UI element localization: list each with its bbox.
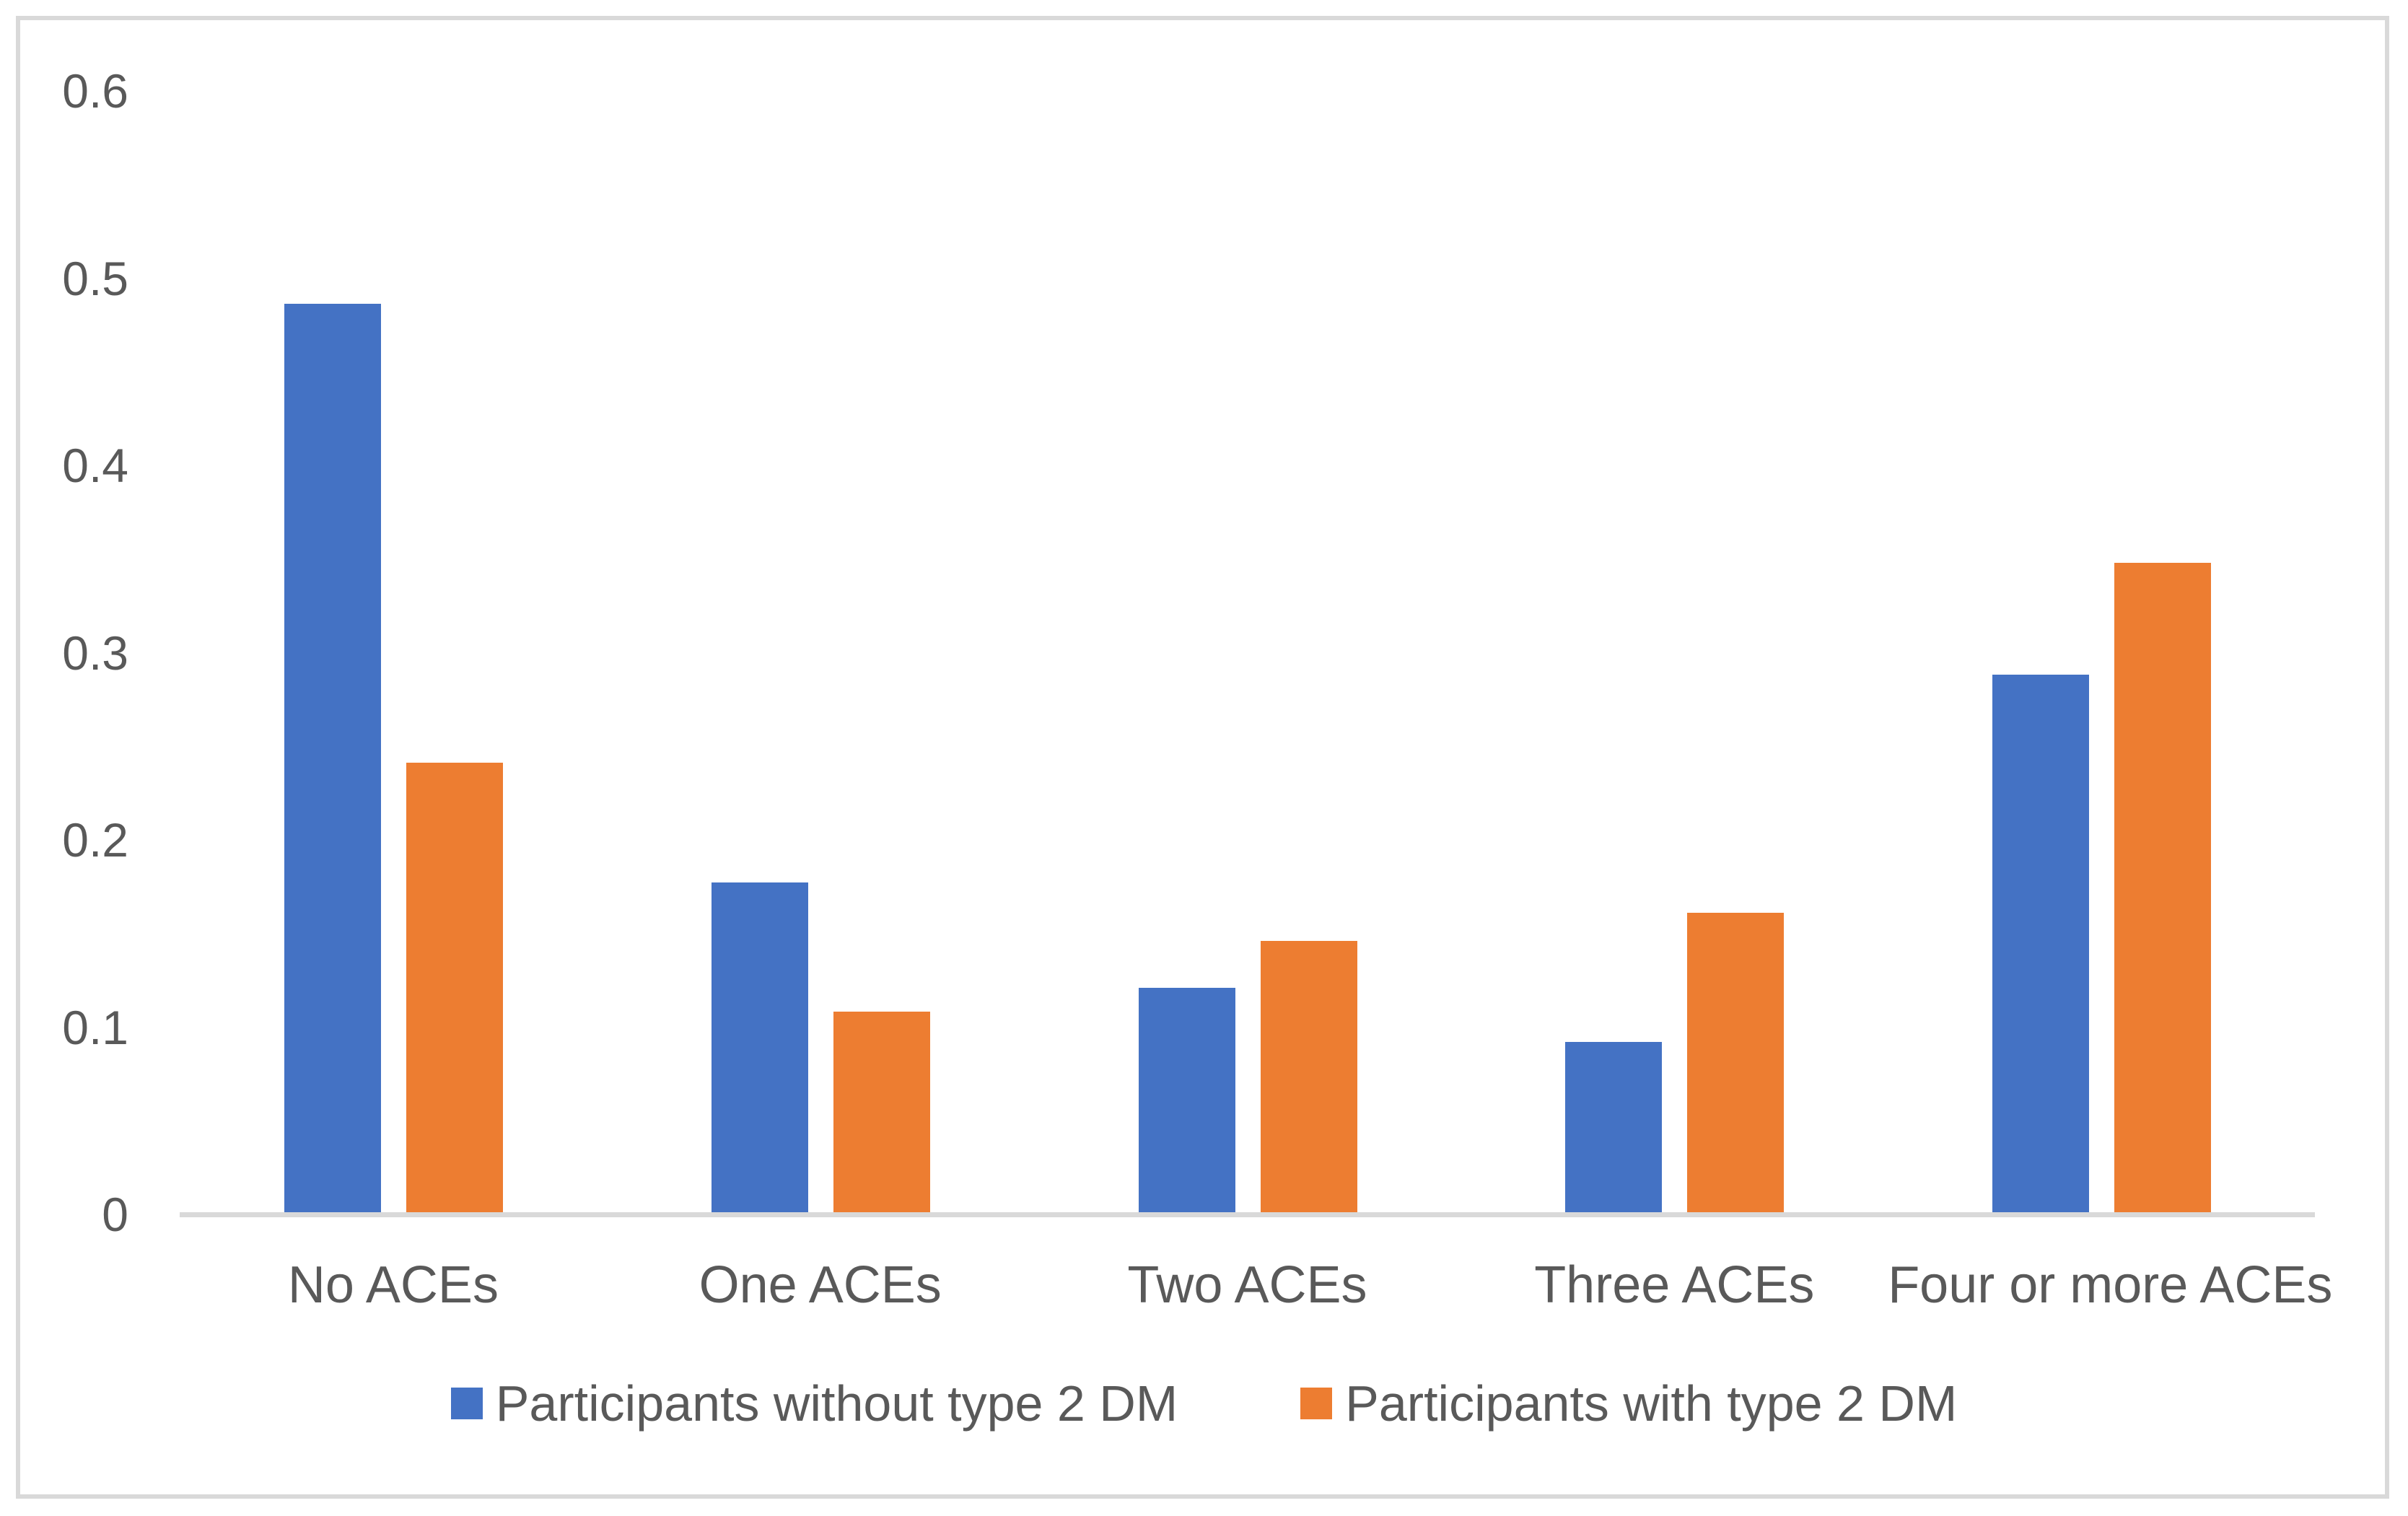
y-tick-label: 0.2 [62,813,128,867]
x-axis-label: One ACEs [699,1256,942,1314]
bar-without-t2dm [284,304,381,1212]
chart-border [16,16,2389,1499]
x-axis-line [180,1212,2315,1217]
legend-label: Participants without type 2 DM [495,1375,1178,1432]
legend-item-with-t2dm: Participants with type 2 DM [1300,1375,1957,1432]
plot-area [180,89,2315,1212]
bar-with-t2dm [2114,562,2212,1212]
legend: Participants without type 2 DM Participan… [0,1364,2408,1443]
bar-with-t2dm [1687,912,1785,1212]
x-axis-label: Three ACEs [1534,1256,1815,1314]
bar-with-t2dm [833,1012,930,1212]
legend-item-without-t2dm: Participants without type 2 DM [450,1375,1178,1432]
bar-with-t2dm [1260,940,1357,1212]
x-axis-label: Four or more ACEs [1888,1256,2333,1314]
bar-without-t2dm [711,882,808,1212]
legend-swatch-icon [450,1388,483,1419]
bar-without-t2dm [1138,987,1235,1212]
bar-without-t2dm [1565,1041,1663,1212]
legend-label: Participants with type 2 DM [1345,1375,1958,1432]
bar-without-t2dm [1992,675,2090,1212]
bar-with-t2dm [406,763,503,1212]
y-tick-label: 0 [102,1188,128,1241]
legend-swatch-icon [1300,1388,1333,1419]
x-axis-label: Two ACEs [1127,1256,1367,1314]
y-tick-label: 0.1 [62,1000,128,1054]
y-tick-label: 0.4 [62,439,128,492]
y-tick-label: 0.5 [62,251,128,305]
x-axis-label: No ACEs [287,1256,499,1314]
y-tick-label: 0.6 [62,64,128,118]
y-tick-label: 0.3 [62,626,128,680]
